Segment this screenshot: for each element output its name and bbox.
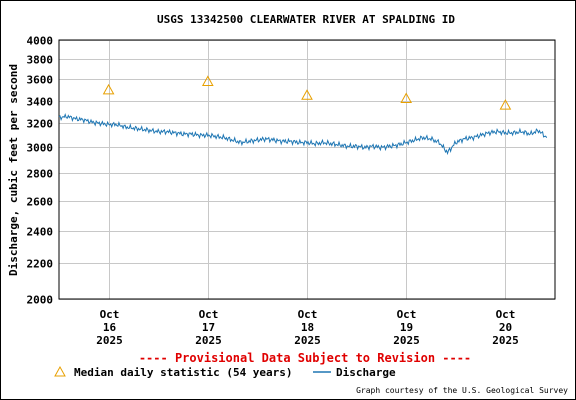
y-tick-label: 3400 bbox=[27, 96, 54, 109]
y-tick-label: 2200 bbox=[27, 258, 54, 271]
x-tick-day: 17 bbox=[202, 321, 215, 334]
x-tick-day: 19 bbox=[400, 321, 413, 334]
credit-text: Graph courtesy of the U.S. Geological Su… bbox=[356, 386, 568, 395]
median-point bbox=[201, 75, 214, 86]
x-tick-day: 16 bbox=[103, 321, 117, 334]
x-tick-month: Oct bbox=[100, 308, 120, 321]
y-tick-label: 2600 bbox=[27, 196, 54, 209]
discharge-line bbox=[58, 112, 548, 156]
x-tick-month: Oct bbox=[496, 308, 516, 321]
median-point bbox=[400, 92, 413, 104]
y-tick-label: 4000 bbox=[27, 35, 54, 48]
y-tick-label: 3200 bbox=[27, 118, 54, 131]
median-point bbox=[499, 99, 512, 110]
median-point bbox=[301, 89, 313, 100]
x-tick-month: Oct bbox=[397, 308, 417, 321]
legend: Median daily statistic (54 years) Discha… bbox=[54, 365, 396, 379]
x-tick-month: Oct bbox=[199, 308, 219, 321]
plot-area bbox=[58, 39, 556, 300]
x-tick-month: Oct bbox=[298, 308, 318, 321]
x-tick-year: 2025 bbox=[393, 334, 420, 347]
y-tick-label: 2800 bbox=[27, 168, 54, 181]
y-tick-label: 3800 bbox=[27, 54, 54, 67]
x-tick-year: 2025 bbox=[492, 334, 519, 347]
y-tick-label: 3600 bbox=[27, 74, 54, 87]
x-tick-day: 20 bbox=[499, 321, 512, 334]
y-tick-label: 2400 bbox=[27, 226, 54, 239]
y-tick-label: 3000 bbox=[27, 142, 54, 155]
x-tick-year: 2025 bbox=[294, 334, 321, 347]
chart-title: USGS 13342500 CLEARWATER RIVER AT SPALDI… bbox=[157, 13, 455, 26]
grid-lines bbox=[59, 40, 555, 300]
legend-discharge-label: Discharge bbox=[336, 366, 396, 379]
x-tick-year: 2025 bbox=[195, 334, 222, 347]
x-tick-year: 2025 bbox=[96, 334, 123, 347]
y-tick-labels: 2000 2200 2400 2600 2800 3000 3200 3400 3600 3800… bbox=[27, 35, 54, 307]
y-axis-label: Discharge, cubic feet per second bbox=[7, 64, 20, 276]
legend-median-label: Median daily statistic (54 years) bbox=[74, 366, 293, 379]
y-tick-label: 2000 bbox=[27, 294, 54, 307]
provisional-notice: ---- Provisional Data Subject to Revisio… bbox=[139, 351, 471, 365]
series-layer bbox=[58, 75, 548, 156]
x-tick-day: 18 bbox=[301, 321, 314, 334]
legend-median-marker bbox=[54, 365, 66, 377]
median-point bbox=[102, 83, 115, 95]
x-tick-labels: Oct162025Oct172025Oct182025Oct192025Oct2… bbox=[96, 308, 519, 347]
